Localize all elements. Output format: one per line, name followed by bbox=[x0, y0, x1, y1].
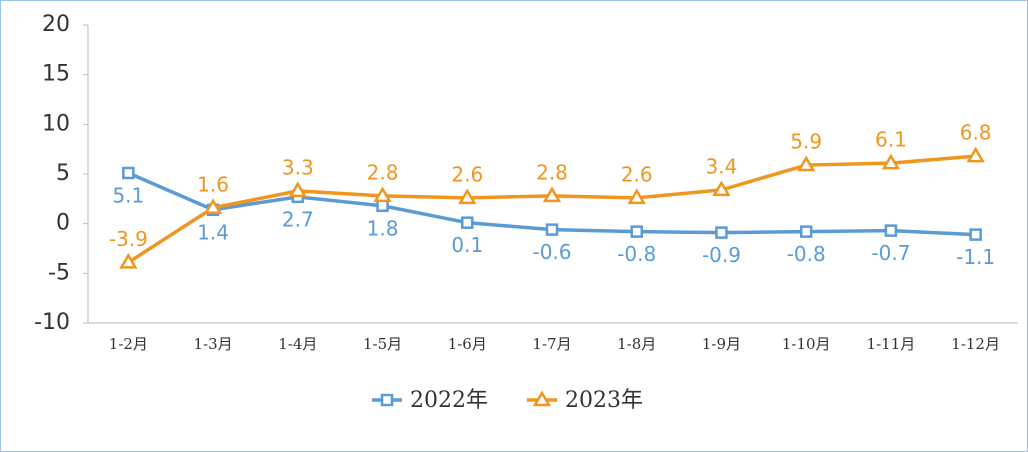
data-label: 6.1 bbox=[875, 128, 907, 152]
marker bbox=[712, 180, 731, 197]
marker bbox=[376, 199, 389, 213]
data-label: -0.9 bbox=[702, 243, 741, 267]
x-tick-label: 1-11月 bbox=[867, 335, 916, 353]
data-label: 2.8 bbox=[367, 160, 399, 184]
y-tick-label: 20 bbox=[42, 12, 70, 37]
marker bbox=[380, 393, 394, 407]
y-tick-label: 15 bbox=[42, 62, 70, 87]
data-label: 1.4 bbox=[197, 220, 229, 244]
x-tick-label: 1-6月 bbox=[448, 335, 487, 353]
marker bbox=[288, 181, 307, 198]
marker bbox=[122, 166, 135, 180]
marker bbox=[799, 225, 813, 238]
marker bbox=[373, 186, 392, 203]
x-tick-label: 1-10月 bbox=[782, 335, 831, 353]
y-tick-label: -5 bbox=[48, 260, 70, 285]
marker bbox=[884, 224, 898, 237]
data-label: -0.8 bbox=[617, 242, 656, 266]
data-label: 3.3 bbox=[282, 155, 314, 179]
data-label: -0.8 bbox=[787, 242, 826, 266]
x-tick-label: 1-9月 bbox=[702, 335, 741, 353]
x-tick-label: 1-7月 bbox=[532, 335, 571, 353]
data-label: 2.8 bbox=[536, 160, 568, 184]
x-tick-label: 1-4月 bbox=[278, 335, 317, 353]
x-tick-label: 1-12月 bbox=[951, 335, 1000, 353]
data-label: 1.8 bbox=[367, 216, 399, 240]
y-tick-label: 0 bbox=[56, 211, 70, 236]
y-tick-label: 10 bbox=[42, 111, 70, 136]
data-label: -1.1 bbox=[956, 245, 995, 269]
marker bbox=[715, 226, 728, 239]
marker bbox=[203, 198, 223, 215]
y-tick-label: 5 bbox=[56, 161, 70, 186]
marker bbox=[969, 228, 982, 241]
data-label: 0.1 bbox=[451, 233, 483, 257]
legend-label: 2022年 bbox=[410, 388, 488, 413]
marker bbox=[542, 186, 562, 203]
x-tick-label: 1-3月 bbox=[194, 335, 233, 353]
marker bbox=[966, 146, 985, 163]
data-label: 6.8 bbox=[960, 121, 992, 145]
data-label: 2.6 bbox=[621, 162, 653, 186]
marker bbox=[627, 188, 646, 205]
marker bbox=[461, 216, 474, 229]
marker bbox=[119, 252, 138, 269]
marker bbox=[458, 188, 477, 205]
marker bbox=[532, 390, 552, 407]
data-label: -0.6 bbox=[532, 240, 571, 264]
y-tick-label: -10 bbox=[34, 310, 70, 335]
data-label: 2.6 bbox=[451, 162, 483, 186]
data-label: 5.9 bbox=[790, 130, 822, 154]
data-label: 1.6 bbox=[197, 172, 229, 196]
x-tick-label: 1-8月 bbox=[617, 335, 656, 353]
data-label: -0.7 bbox=[871, 241, 910, 265]
marker bbox=[545, 223, 559, 236]
x-tick-label: 1-5月 bbox=[363, 335, 402, 353]
marker bbox=[630, 225, 643, 238]
marker bbox=[797, 155, 816, 172]
legend-label: 2023年 bbox=[565, 388, 643, 413]
data-label: 2.7 bbox=[282, 207, 314, 231]
data-label: 3.4 bbox=[706, 154, 738, 178]
marker bbox=[881, 153, 901, 170]
data-label: -3.9 bbox=[109, 227, 148, 251]
data-label: 5.1 bbox=[112, 184, 144, 208]
x-tick-label: 1-2月 bbox=[109, 335, 148, 353]
